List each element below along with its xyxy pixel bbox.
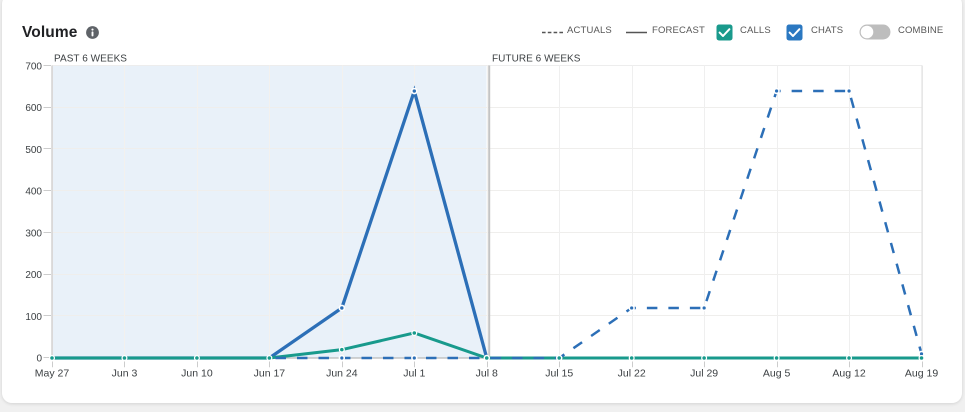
svg-text:200: 200 xyxy=(25,270,42,281)
svg-text:Aug 12: Aug 12 xyxy=(832,368,865,380)
svg-text:Aug 5: Aug 5 xyxy=(763,368,791,380)
svg-text:400: 400 xyxy=(25,187,42,198)
svg-text:Jun 17: Jun 17 xyxy=(254,368,286,380)
svg-text:FUTURE 6 WEEKS: FUTURE 6 WEEKS xyxy=(492,54,581,65)
svg-text:0: 0 xyxy=(36,354,42,365)
svg-text:Jul 29: Jul 29 xyxy=(690,368,718,380)
svg-text:Jun 10: Jun 10 xyxy=(181,368,213,380)
svg-text:Jun 24: Jun 24 xyxy=(326,368,358,380)
svg-text:May 27: May 27 xyxy=(35,368,70,380)
svg-text:100: 100 xyxy=(25,312,42,323)
svg-text:500: 500 xyxy=(25,145,42,156)
svg-text:Jul 22: Jul 22 xyxy=(618,368,646,380)
svg-text:Jul 1: Jul 1 xyxy=(403,368,425,380)
svg-text:Jun 3: Jun 3 xyxy=(112,368,138,380)
svg-text:Jul 15: Jul 15 xyxy=(545,368,573,380)
svg-text:600: 600 xyxy=(25,103,42,114)
svg-text:Jul 8: Jul 8 xyxy=(476,368,498,380)
svg-text:PAST 6 WEEKS: PAST 6 WEEKS xyxy=(54,54,127,65)
svg-text:300: 300 xyxy=(25,228,42,239)
svg-text:700: 700 xyxy=(25,62,42,73)
svg-text:Aug 19: Aug 19 xyxy=(905,368,938,380)
